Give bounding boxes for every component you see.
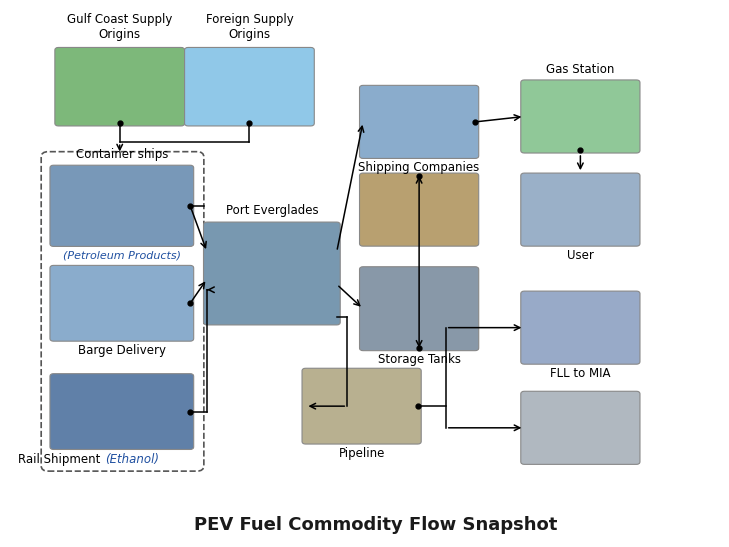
Text: Rail Shipment: Rail Shipment [18, 453, 104, 465]
FancyBboxPatch shape [521, 80, 640, 153]
Text: Storage Tanks: Storage Tanks [378, 353, 461, 366]
Text: FLL to MIA: FLL to MIA [550, 366, 611, 380]
FancyBboxPatch shape [521, 291, 640, 364]
Text: Port Everglades: Port Everglades [225, 203, 318, 217]
Text: PEV Fuel Commodity Flow Snapshot: PEV Fuel Commodity Flow Snapshot [194, 516, 558, 534]
Text: Container ships: Container ships [76, 148, 168, 161]
Text: Pipeline: Pipeline [338, 447, 385, 460]
FancyBboxPatch shape [184, 48, 314, 126]
Text: (Ethanol): (Ethanol) [105, 453, 159, 465]
Text: Gulf Coast Supply
Origins: Gulf Coast Supply Origins [67, 13, 172, 40]
FancyBboxPatch shape [50, 374, 194, 450]
FancyBboxPatch shape [302, 368, 421, 444]
FancyBboxPatch shape [521, 391, 640, 464]
FancyBboxPatch shape [521, 173, 640, 246]
Text: (Petroleum Products): (Petroleum Products) [63, 250, 181, 260]
FancyBboxPatch shape [50, 165, 194, 247]
FancyBboxPatch shape [359, 173, 479, 246]
FancyBboxPatch shape [359, 267, 479, 351]
FancyBboxPatch shape [50, 265, 194, 341]
Text: User: User [567, 248, 594, 261]
FancyBboxPatch shape [359, 85, 479, 159]
FancyBboxPatch shape [203, 222, 340, 325]
Text: Barge Delivery: Barge Delivery [78, 345, 165, 357]
FancyBboxPatch shape [55, 48, 184, 126]
Text: Foreign Supply
Origins: Foreign Supply Origins [206, 13, 293, 40]
Text: Shipping Companies: Shipping Companies [359, 161, 480, 174]
Text: Gas Station: Gas Station [546, 63, 615, 76]
